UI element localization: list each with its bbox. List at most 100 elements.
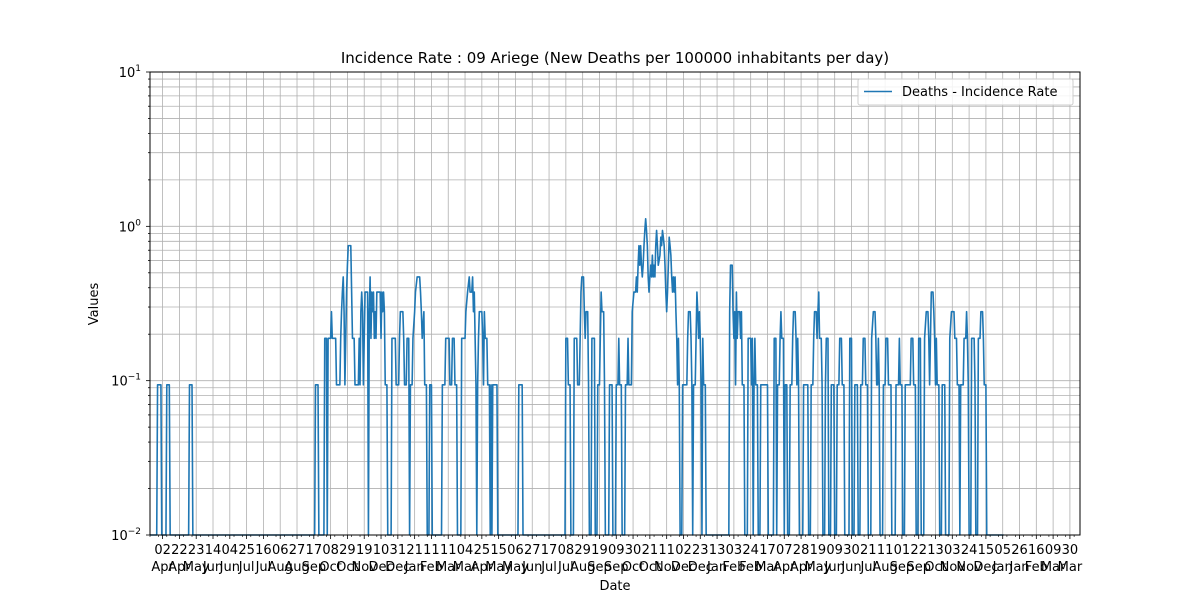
x-tick-day-label: 15 [978,543,995,558]
x-tick-day-label: 24 [742,543,759,558]
x-tick-day-label: 17 [306,543,323,558]
x-tick-month-label: Oct [336,560,358,575]
x-tick-day-label: 29 [339,543,356,558]
x-tick-day-label: 25 [238,543,255,558]
x-tick-month-label: Dec [973,560,998,575]
x-tick-month-label: Dec [688,560,713,575]
x-tick-month-label: Jun [521,560,542,575]
x-tick-month-label: Aug [872,560,897,575]
x-tick-day-label: 22 [910,543,927,558]
x-tick-month-label: Oct [319,560,341,575]
x-tick-month-label: Apr [790,560,813,575]
x-tick-day-label: 27 [289,543,306,558]
series-layer [150,217,1004,536]
x-tick-month-label: Aug [284,560,309,575]
x-tick-day-label: 11 [658,543,675,558]
x-tick-day-label: 26 [1011,543,1028,558]
x-tick-month-label: Jan [992,560,1013,575]
x-tick-month-label: Aug [268,560,293,575]
x-tick-day-label: 10 [373,543,390,558]
x-tick-month-label: Jan [706,560,727,575]
x-tick-month-label: Jan [1008,560,1029,575]
x-tick-day-label: 11 [423,543,440,558]
x-tick-day-label: 25 [474,543,491,558]
x-tick-day-label: 02 [675,543,692,558]
x-tick-month-label: May [804,560,831,575]
x-tick-month-label: Mar [453,560,478,575]
x-tick-day-label: 09 [608,543,625,558]
x-tick-month-label: Oct [924,560,946,575]
x-tick-month-label: Mar [436,560,461,575]
x-tick-month-label: May [502,560,529,575]
x-tick-day-label: 16 [1028,543,1045,558]
x-tick-day-label: 19 [591,543,608,558]
legend-box [857,78,1074,106]
x-tick-month-label: Sep [302,560,327,575]
x-tick-month-label: Dec [368,560,393,575]
x-tick-month-label: Feb [739,560,762,575]
x-tick-month-label: Jun [840,560,861,575]
x-tick-day-label: 17 [541,543,558,558]
x-tick-month-label: Apr [471,560,494,575]
x-tick-day-label: 30 [1062,543,1079,558]
chart-title: Incidence Rate : 09 Ariege (New Deaths p… [341,49,889,67]
x-tick-month-label: Mar [1058,560,1083,575]
x-tick-month-label: Feb [420,560,443,575]
x-tick-month-label: Jul [540,560,557,575]
x-tick-day-label: 09 [826,543,843,558]
x-tick-day-label: 22 [171,543,188,558]
x-tick-day-label: 23 [692,543,709,558]
x-tick-day-label: 19 [810,543,827,558]
x-tick-day-label: 16 [255,543,272,558]
x-tick-day-label: 29 [574,543,591,558]
y-tick-label: 101 [119,64,141,81]
plot-frame [149,71,1081,536]
x-tick-day-label: 21 [860,543,877,558]
x-tick-day-label: 23 [188,543,205,558]
x-tick-month-label: Oct [622,560,644,575]
x-tick-day-label: 21 [406,543,423,558]
x-tick-month-label: Nov [956,560,982,575]
x-tick-month-label: Nov [352,560,378,575]
x-tick-day-label: 03 [726,543,743,558]
x-tick-day-label: 05 [994,543,1011,558]
x-tick-month-label: Feb [1025,560,1048,575]
x-axis-ticks: 02Apr22Apr23May14Jun04Jun25Jul16Jul06Aug… [149,535,1083,575]
x-tick-day-label: 13 [927,543,944,558]
x-tick-day-label: 08 [322,543,339,558]
legend: Deaths - Incidence Rate [857,78,1074,106]
y-axis-ticks: 10−2 10−1 100 101 [111,64,150,544]
x-tick-day-label: 03 [944,543,961,558]
x-tick-month-label: Jun [202,560,223,575]
x-tick-day-label: 07 [776,543,793,558]
x-tick-month-label: Apr [168,560,191,575]
x-tick-day-label: 11 [440,543,457,558]
y-tick-label: 10−1 [111,373,141,390]
x-tick-day-label: 17 [759,543,776,558]
x-tick-day-label: 15 [490,543,507,558]
y-tick-label: 10−2 [111,527,141,544]
x-tick-month-label: Dec [385,560,410,575]
x-tick-day-label: 06 [507,543,524,558]
x-tick-month-label: Sep [604,560,629,575]
x-tick-day-label: 30 [843,543,860,558]
x-tick-month-label: Jul [859,560,876,575]
minor-gridlines [150,78,1080,489]
y-tick-label: 100 [119,218,142,235]
series-line-deaths-incidence-rate [150,217,1004,536]
y-axis-label: Values [87,283,102,326]
x-tick-day-label: 13 [709,543,726,558]
x-tick-day-label: 09 [1045,543,1062,558]
x-tick-day-label: 24 [961,543,978,558]
x-tick-month-label: Oct [639,560,661,575]
x-tick-day-label: 30 [625,543,642,558]
x-tick-month-label: Aug [570,560,595,575]
x-tick-month-label: Jun [219,560,240,575]
x-tick-month-label: Apr [773,560,796,575]
x-tick-day-label: 31 [390,543,407,558]
x-tick-month-label: Nov [654,560,680,575]
x-tick-month-label: May [183,560,210,575]
x-tick-day-label: 19 [356,543,373,558]
x-tick-month-label: Jul [238,560,255,575]
